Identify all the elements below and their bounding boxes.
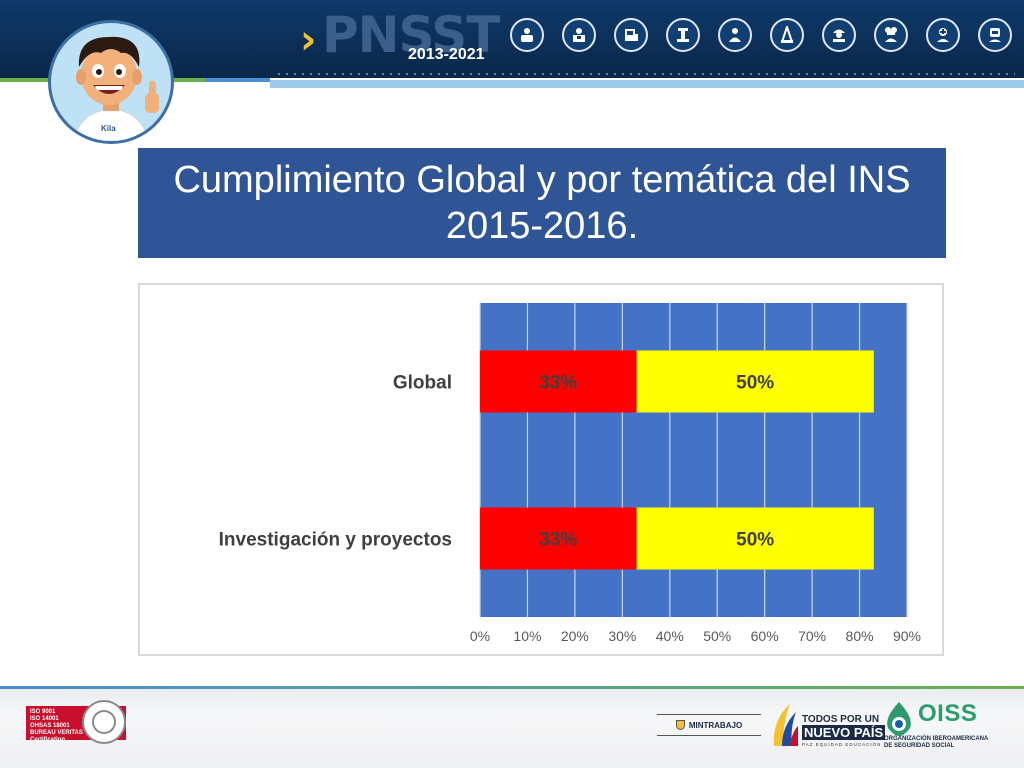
x-tick-label: 10% (513, 628, 541, 644)
bar-data-label: 33% (539, 530, 577, 551)
logo-years: 2013-2021 (408, 46, 485, 63)
x-tick-label: 80% (846, 628, 874, 644)
bar-data-label: 50% (736, 373, 774, 394)
header-light-strip (270, 80, 1024, 88)
colombia-shield-icon (675, 720, 685, 730)
doctor-icon (718, 18, 752, 52)
bv-line: ISO 14001 (30, 716, 59, 722)
bureau-veritas-seal-icon (82, 700, 126, 744)
x-tick-label: 90% (893, 628, 921, 644)
mascot-badge-text: Kila (101, 124, 116, 133)
x-tick-label: 50% (703, 628, 731, 644)
mascot-avatar: Kila (48, 20, 174, 144)
slide-title-box: Cumplimiento Global y por temática del I… (138, 148, 946, 258)
bar-segment (480, 350, 637, 413)
bar-data-label: 50% (736, 530, 774, 551)
category-label: Investigación y proyectos (219, 530, 452, 551)
x-tick-label: 40% (656, 628, 684, 644)
logo-text: PNSST (322, 6, 500, 64)
category-label: Global (393, 373, 452, 394)
mintrabajo-text: MINTRABAJO (688, 720, 743, 730)
footer-accent-line (0, 686, 1024, 689)
bv-line: OHSAS 18001 (30, 723, 70, 729)
oiss-logo: OISS ORGANIZACIÓN IBEROAMERICANA DE SEGU… (884, 700, 1014, 752)
colombia-flag-swoosh-icon (773, 704, 798, 746)
oiss-name: OISS (918, 700, 978, 727)
bv-line: BUREAU VERITAS (30, 730, 83, 736)
header-accent-blue (205, 78, 270, 82)
x-tick-label: 30% (608, 628, 636, 644)
header-occupation-icons (510, 18, 1012, 54)
compliance-bar-chart: 33% 50% Global 33% 50% Investigación y proyec… (219, 303, 921, 644)
x-tick-label: 20% (561, 628, 589, 644)
construction-icon (666, 18, 700, 52)
bar-segment (480, 507, 637, 570)
tpnp-line-3: PAZ EQUIDAD EDUCACIÓN (802, 742, 882, 747)
pnsst-logo: › PNSST 2013-2021 (300, 8, 500, 72)
slide-title: Cumplimiento Global y por temática del I… (173, 159, 911, 247)
worker-group-icon (510, 18, 544, 52)
machine-operator-icon (614, 18, 648, 52)
x-tick-label: 70% (798, 628, 826, 644)
header-dotted-line (275, 73, 1015, 75)
todos-por-un-nuevo-pais-logo: TODOS POR UN NUEVO PAÍS PAZ EQUIDAD EDUC… (770, 702, 886, 748)
briefcase-icon (562, 18, 596, 52)
nurse-icon (926, 18, 960, 52)
bv-line: ISO 9001 (30, 709, 56, 715)
mintrabajo-logo: MINTRABAJO (657, 714, 761, 736)
oiss-subtitle: ORGANIZACIÓN IBEROAMERICANA DE SEGURIDAD… (884, 736, 994, 750)
x-tick-label: 60% (751, 628, 779, 644)
bar-data-label: 33% (539, 373, 577, 394)
tpnp-line-1: TODOS POR UN (802, 714, 880, 725)
oiss-drop-icon (887, 702, 911, 736)
bar-segment (636, 350, 874, 413)
chart-frame: 33% 50% Global 33% 50% Investigación y proyec… (138, 283, 944, 656)
bar-segment (636, 507, 874, 570)
bv-line: Certification (30, 737, 66, 743)
plot-area (480, 303, 907, 617)
firefighter-icon (822, 18, 856, 52)
welder-icon (978, 18, 1012, 52)
logo-chevron-icon: › (300, 17, 317, 63)
oiss-subtitle-line: DE SEGURIDAD SOCIAL (884, 743, 955, 749)
oil-rig-icon (770, 18, 804, 52)
chef-icon (874, 18, 908, 52)
x-tick-label: 0% (470, 628, 490, 644)
oiss-subtitle-line: ORGANIZACIÓN IBEROAMERICANA (884, 736, 989, 742)
tpnp-line-2: NUEVO PAÍS (802, 725, 886, 740)
